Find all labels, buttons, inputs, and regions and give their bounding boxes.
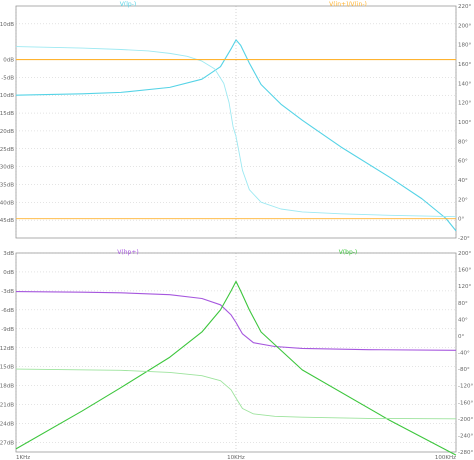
x-axis-tick-label: 10KHz [227,455,245,460]
left-axis-tick-label: 0dB [3,270,14,276]
x-axis-tick-label: 1KHz [16,455,30,460]
left-axis-tick-label: -45dB [0,218,14,224]
top-plot-pane[interactable]: 10dB 0dB -5dB -10dB -15dB -20dB -25dB -30dB -35d… [0,1,471,242]
left-axis-tick-label: -40dB [0,200,14,206]
right-axis-tick-label: 120° [458,284,471,290]
series-magnitude-trace [15,280,457,456]
right-axis-tick-label: 140° [458,81,471,87]
trace-title-label[interactable]: V(in+)/V(in-) [329,1,367,8]
series-magnitude-trace [15,290,457,351]
right-axis-tick-label: -280° [458,450,473,456]
right-axis-tick-label: 0° [458,217,464,223]
right-axis-tick-label: -200° [458,417,473,423]
right-axis-tick-label: -120° [458,384,473,390]
left-axis-tick-label: -25dB [0,147,14,153]
right-axis-tick-label: 200° [458,251,471,257]
right-axis-tick-label: 100° [458,120,471,126]
right-axis-tick-label: -160° [458,400,473,406]
right-axis-tick-label: -20° [458,236,470,242]
right-axis-tick-label: 220° [458,4,471,10]
left-axis-tick-label: -3dB [1,289,14,295]
right-axis-tick-label: -40° [458,351,470,357]
trace-title-label[interactable]: V(bp-) [339,249,358,256]
x-axis-tick-label: 100KHz [435,455,456,460]
left-axis-tick-label: 3dB [3,251,14,257]
trace-title-label[interactable]: V(lp-) [120,1,136,8]
right-axis-tick-label: 160° [458,268,471,274]
right-axis-tick-label: 120° [458,101,471,107]
right-axis-tick-label: 180° [458,43,471,49]
trace-title-label[interactable]: V(hp+) [117,249,138,256]
series-phase-trace [15,368,457,420]
right-axis-tick-label: 80° [458,301,468,307]
left-axis-tick-label: -24dB [0,422,14,428]
left-axis-tick-label: -10dB [0,93,14,99]
right-axis-tick-label: 40° [458,317,468,323]
right-axis-tick-label: -240° [458,433,473,439]
left-axis-tick-label: 0dB [3,58,14,64]
left-axis-tick-label: -9dB [1,327,14,333]
left-axis-tick-label: -21dB [0,403,14,409]
left-axis-tick-label: -5dB [1,75,14,81]
left-axis-tick-label: -6dB [1,308,14,314]
right-axis-tick-label: 160° [458,62,471,68]
right-axis-tick-label: 40° [458,178,468,184]
plot-frame [15,5,457,239]
left-axis-tick-label: 10dB [0,22,14,28]
bottom-plot-pane[interactable]: 3dB 0dB -3dB -6dB -9dB -12dB -15dB -18dB -21dB -2… [0,249,473,460]
left-axis-tick-label: -15dB [0,111,14,117]
right-axis-tick-label: 80° [458,139,468,145]
left-axis-tick-label: -27dB [0,441,14,447]
series-magnitude-trace [15,39,457,232]
right-axis-tick-label: -80° [458,367,470,373]
right-axis-tick-label: 200° [458,23,471,29]
right-axis-tick-label: 60° [458,159,468,165]
left-axis-tick-label: -12dB [0,346,14,352]
series-phase-trace [15,46,457,218]
plot-frame [15,252,457,453]
left-axis-tick-label: -15dB [0,365,14,371]
left-axis-tick-label: -30dB [0,165,14,171]
right-axis-tick-label: 0° [458,334,464,340]
left-axis-tick-label: -20dB [0,129,14,135]
left-axis-tick-label: -35dB [0,182,14,188]
right-axis-tick-label: 20° [458,197,468,203]
left-axis-tick-label: -18dB [0,384,14,390]
